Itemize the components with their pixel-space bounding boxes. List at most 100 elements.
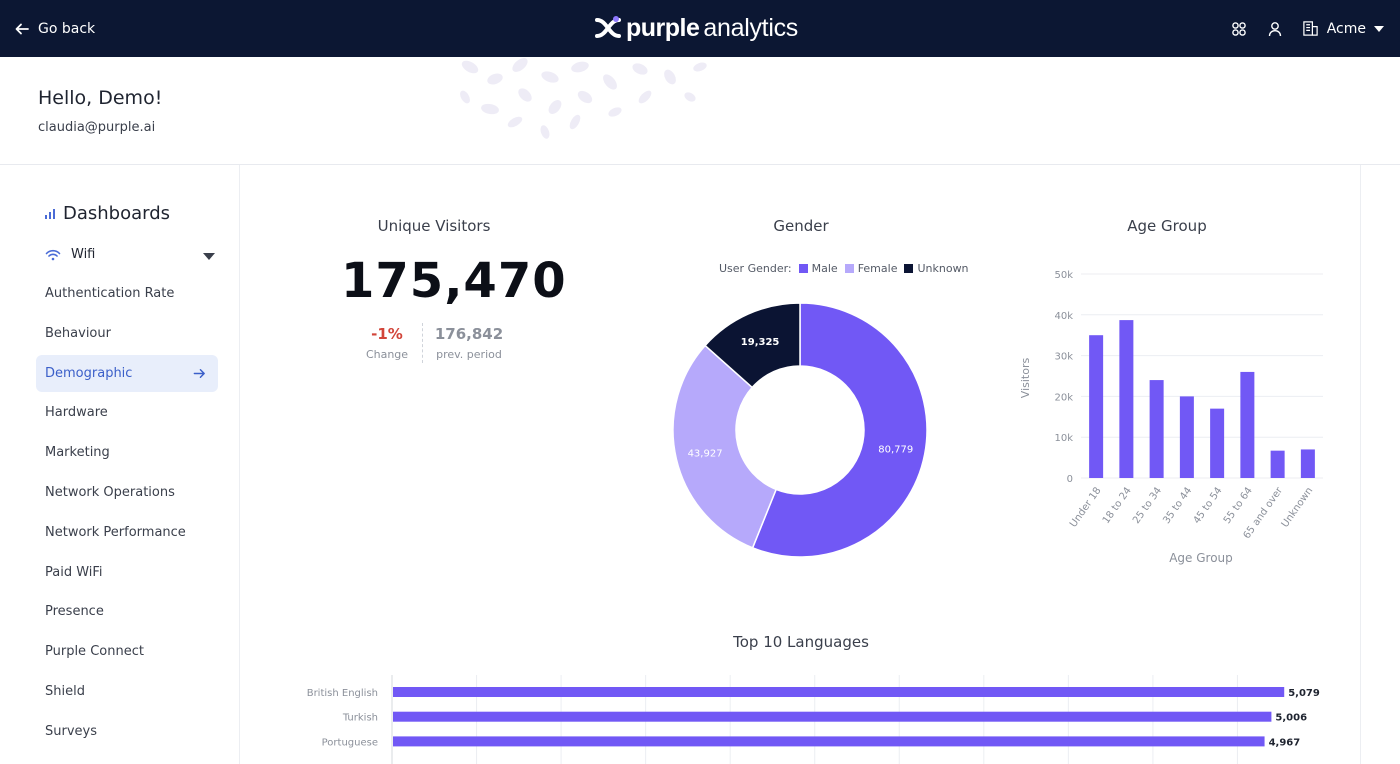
gender-legend: User Gender: Male Female Unknown [719, 262, 969, 275]
donut-slice-male[interactable] [751, 302, 928, 558]
legend-item-male[interactable]: Male [798, 262, 838, 275]
sidebar-item-label: Demographic [45, 365, 133, 381]
sidebar-item-label: Hardware [45, 405, 108, 421]
greeting-panel: Hello, Demo! claudia@purple.ai [0, 57, 1400, 165]
language-value-label: 5,006 [1275, 713, 1307, 724]
sidebar-item-hardware[interactable]: Hardware [36, 394, 218, 431]
x-tick-label: 55 to 64 [1222, 485, 1255, 526]
donut-label-male: 80,779 [878, 445, 913, 456]
y-tick-label: 30k [1054, 352, 1073, 363]
y-tick-label: 10k [1054, 433, 1073, 444]
sidebar-item-label: Network Operations [45, 484, 175, 500]
age-bar[interactable] [1300, 449, 1315, 478]
stat-divider [422, 323, 423, 363]
sidebar-item-label: Behaviour [45, 325, 111, 341]
change-stat: -1% Change [361, 325, 413, 361]
go-back-label: Go back [38, 20, 96, 37]
sidebar-item-purple-connect[interactable]: Purple Connect [36, 633, 218, 670]
user-icon[interactable] [1266, 20, 1284, 38]
language-label: Portuguese [322, 737, 378, 748]
sidebar-item-label: Paid WiFi [45, 564, 103, 580]
change-label: Change [365, 348, 409, 361]
greeting-title: Hello, Demo! [38, 87, 163, 109]
bar-chart-icon [45, 208, 55, 219]
sidebar-item-paid-wifi[interactable]: Paid WiFi [36, 554, 218, 591]
user-email: claudia@purple.ai [38, 120, 156, 135]
age-bar[interactable] [1149, 380, 1164, 478]
legend-swatch [798, 264, 808, 273]
sidebar-item-authentication-rate[interactable]: Authentication Rate [36, 275, 218, 312]
sidebar-item-label: Purple Connect [45, 644, 144, 660]
sidebar-item-network-performance[interactable]: Network Performance [36, 514, 218, 551]
sidebar-item-behaviour[interactable]: Behaviour [36, 315, 218, 352]
sidebar-item-label: Authentication Rate [45, 286, 175, 301]
sidebar-item-marketing[interactable]: Marketing [36, 434, 218, 471]
sidebar-item-label: Shield [45, 683, 85, 699]
language-bar[interactable] [393, 687, 1285, 697]
language-label: British English [307, 688, 378, 699]
age-bar[interactable] [1119, 320, 1134, 478]
logo-light-text: analytics [703, 13, 798, 42]
language-bar[interactable] [393, 736, 1265, 747]
gender-title: Gender [773, 217, 829, 235]
legend-label: Unknown [917, 262, 969, 275]
x-tick-label: Unknown [1280, 485, 1316, 529]
age-bar[interactable] [1089, 335, 1104, 478]
chevron-down-icon [1374, 25, 1384, 32]
arrow-left-icon [15, 23, 29, 34]
y-tick-label: 0 [1067, 474, 1073, 485]
y-tick-label: 20k [1054, 392, 1073, 403]
language-label: Turkish [342, 713, 378, 724]
previous-period-value: 176,842 [434, 325, 504, 343]
age-bar[interactable] [1179, 396, 1194, 478]
sidebar-item-label: Network Performance [45, 524, 186, 540]
legend-swatch [844, 264, 854, 273]
sidebar-item-label: Presence [45, 604, 104, 620]
arrow-right-icon [193, 368, 205, 378]
x-tick-label: 25 to 34 [1131, 485, 1164, 526]
language-bar[interactable] [393, 711, 1272, 722]
y-tick-label: 50k [1054, 270, 1073, 281]
y-tick-label: 40k [1054, 311, 1073, 322]
dashboard-nav: Authentication Rate Behaviour Demographic H… [36, 275, 218, 753]
header-actions: Acme [1230, 0, 1384, 57]
decorative-leaves-pattern [460, 58, 707, 139]
legend-item-female[interactable]: Female [844, 262, 898, 275]
age-bar[interactable] [1270, 450, 1285, 478]
sidebar-item-shield[interactable]: Shield [36, 673, 218, 710]
language-value-label: 4,967 [1269, 737, 1301, 748]
x-tick-label: Under 18 [1068, 485, 1103, 529]
sidebar-item-network-operations[interactable]: Network Operations [36, 474, 218, 511]
sidebar-item-demographic[interactable]: Demographic [36, 354, 218, 392]
go-back-button[interactable]: Go back [14, 0, 95, 57]
age-bar[interactable] [1210, 408, 1225, 478]
wifi-section-toggle[interactable]: Wifi [45, 247, 217, 262]
legend-label: Female [857, 262, 898, 275]
y-axis-label: Visitors [1019, 358, 1032, 399]
building-icon [1302, 21, 1318, 36]
legend-title: User Gender: [719, 262, 792, 275]
x-axis-label: Age Group [1169, 551, 1233, 565]
x-tick-label: 35 to 44 [1161, 485, 1194, 526]
legend-item-unknown[interactable]: Unknown [904, 262, 969, 275]
donut-slice-female[interactable] [672, 344, 778, 549]
donut-slice-unknown[interactable] [704, 302, 801, 389]
main-panel: Unique Visitors 175,470 -1% Change 176,8… [241, 165, 1361, 764]
dashboards-heading: Dashboards [44, 203, 170, 224]
org-selector[interactable]: Acme [1302, 20, 1384, 37]
dashboards-title: Dashboards [63, 203, 171, 224]
sidebar-item-label: Marketing [45, 445, 110, 461]
sidebar-item-presence[interactable]: Presence [36, 593, 218, 630]
unique-visitors-title: Unique Visitors [377, 217, 491, 235]
unique-visitors-value: 175,470 [341, 253, 567, 309]
apps-icon[interactable] [1230, 20, 1248, 38]
age-bar[interactable] [1240, 371, 1255, 478]
legend-label: Male [811, 262, 838, 275]
sidebar-item-surveys[interactable]: Surveys [36, 713, 218, 750]
caret-down-icon [203, 253, 215, 260]
x-tick-label: 18 to 24 [1101, 485, 1134, 526]
org-name: Acme [1326, 20, 1366, 37]
previous-period-stat: 176,842 prev. period [429, 325, 509, 361]
previous-period-label: prev. period [436, 348, 502, 361]
legend-swatch [904, 264, 914, 273]
